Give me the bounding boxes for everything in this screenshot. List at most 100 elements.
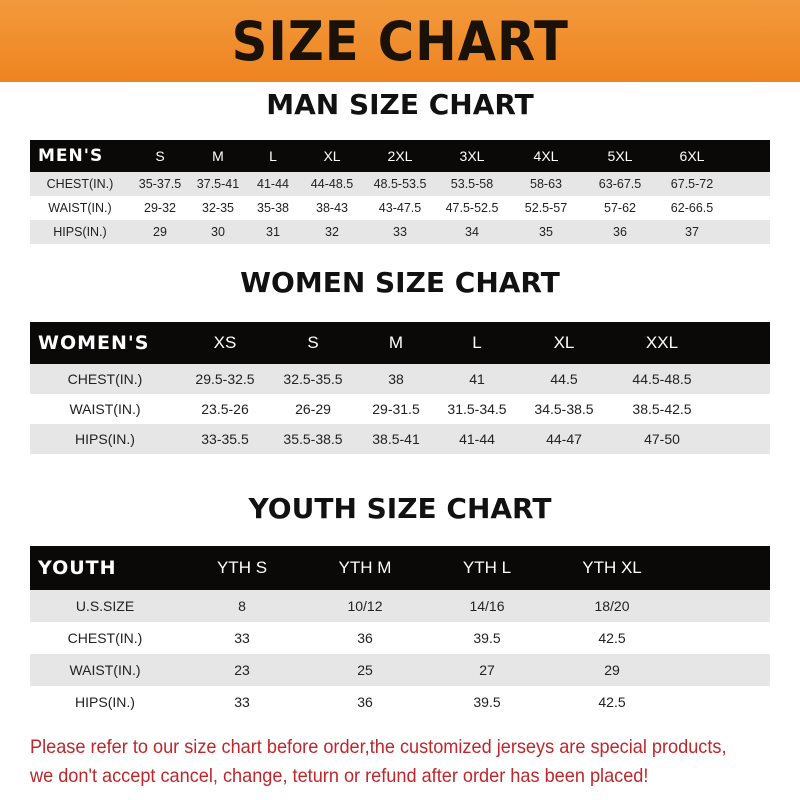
- table-cell: 18/20: [594, 598, 630, 614]
- table-row: WAIST(IN.) 23.5-26 26-29 29-31.5 31.5-34.5 34…: [30, 394, 770, 424]
- notice-line-2: we don't accept cancel, change, teturn o…: [30, 765, 649, 787]
- table-cell: 41: [469, 371, 485, 387]
- header-row: WOMEN'S XS S M L XL XXL: [30, 322, 770, 364]
- table-cell: 34: [465, 225, 479, 239]
- size-header: M: [212, 148, 224, 164]
- row-label: CHEST(IN.): [67, 630, 143, 646]
- table-cell: 32-35: [202, 201, 234, 215]
- youth-chart-title: YOUTH SIZE CHART: [248, 492, 552, 525]
- table-cell: 43-47.5: [378, 201, 422, 215]
- table-cell: 25: [357, 662, 373, 678]
- size-header: YTH S: [216, 558, 268, 577]
- table-row: CHEST(IN.) 33 36 39.5 42.5: [30, 622, 770, 654]
- size-header: YTH XL: [582, 558, 642, 577]
- table-cell: 63-67.5: [598, 177, 642, 191]
- table-cell: 27: [479, 662, 495, 678]
- size-header: 5XL: [607, 148, 633, 164]
- table-corner-label: MEN'S: [38, 146, 104, 166]
- table-cell: 47.5-52.5: [445, 201, 499, 215]
- table-cell: 35: [539, 225, 553, 239]
- row-label: WAIST(IN.): [69, 662, 141, 678]
- size-header: XXL: [645, 333, 679, 352]
- table-cell: 23.5-26: [201, 401, 249, 417]
- table-cell: 58-63: [530, 177, 562, 191]
- size-header: 4XL: [533, 148, 559, 164]
- table-cell: 23: [234, 662, 250, 678]
- row-label: WAIST(IN.): [48, 201, 112, 215]
- table-cell: 48.5-53.5: [373, 177, 427, 191]
- table-cell: 53.5-58: [450, 177, 494, 191]
- table-cell: 29-31.5: [372, 401, 420, 417]
- size-header: S: [307, 333, 319, 352]
- table-cell: 47-50: [644, 431, 680, 447]
- size-header: XS: [213, 333, 237, 352]
- order-notice: Please refer to our size chart before or…: [30, 733, 737, 791]
- row-label: HIPS(IN.): [53, 225, 107, 239]
- table-cell: 52.5-57: [524, 201, 568, 215]
- table-cell: 35-37.5: [138, 177, 182, 191]
- table-cell: 38: [388, 371, 404, 387]
- table-cell: 39.5: [473, 694, 501, 710]
- table-cell: 57-62: [604, 201, 636, 215]
- table-cell: 29.5-32.5: [195, 371, 255, 387]
- table-cell: 33: [234, 630, 250, 646]
- header-row: YOUTH YTH S YTH M YTH L YTH XL: [30, 546, 770, 590]
- size-header: M: [388, 333, 404, 352]
- table-cell: 29: [153, 225, 167, 239]
- table-cell: 31: [266, 225, 280, 239]
- notice-line-1: Please refer to our size chart before or…: [30, 736, 727, 758]
- size-header: XL: [323, 148, 341, 164]
- table-cell: 37: [685, 225, 699, 239]
- table-corner-label: WOMEN'S: [38, 332, 150, 354]
- women-chart-title: WOMEN SIZE CHART: [240, 266, 560, 299]
- table-cell: 37.5-41: [196, 177, 240, 191]
- size-header: L: [472, 333, 482, 352]
- women-size-table: WOMEN'S XS S M L XL XXL CHEST(IN.) 29.5-32.5 32.5…: [30, 322, 770, 454]
- banner: SIZE CHART: [0, 0, 800, 82]
- table-cell: 31.5-34.5: [447, 401, 507, 417]
- table-cell: 33: [393, 225, 407, 239]
- table-cell: 38-43: [316, 201, 348, 215]
- size-header: 3XL: [459, 148, 485, 164]
- header-row: MEN'S S M L XL 2XL 3XL 4XL 5XL 6XL: [30, 140, 770, 172]
- table-row: WAIST(IN.) 29-32 32-35 35-38 38-43 43-47.5 47.…: [30, 196, 770, 220]
- table-cell: 33: [234, 694, 250, 710]
- table-cell: 8: [238, 598, 246, 614]
- table-row: HIPS(IN.) 29 30 31 32 33 34 35 36 37: [30, 220, 770, 244]
- row-label: WAIST(IN.): [69, 401, 141, 417]
- table-corner-label: YOUTH: [38, 557, 117, 579]
- table-cell: 36: [357, 694, 373, 710]
- table-cell: 38.5-41: [372, 431, 420, 447]
- table-cell: 44-47: [546, 431, 582, 447]
- table-cell: 62-66.5: [670, 201, 714, 215]
- size-header: YTH M: [338, 558, 392, 577]
- men-chart-title: MAN SIZE CHART: [266, 88, 534, 121]
- row-label: HIPS(IN.): [75, 694, 135, 710]
- table-cell: 39.5: [473, 630, 501, 646]
- men-size-table: MEN'S S M L XL 2XL 3XL 4XL 5XL 6XL CHEST(IN.) 35-37…: [30, 140, 770, 244]
- table-cell: 41-44: [459, 431, 495, 447]
- table-cell: 44-48.5: [310, 177, 354, 191]
- size-header: 6XL: [679, 148, 705, 164]
- table-row: U.S.SIZE 8 10/12 14/16 18/20: [30, 590, 770, 622]
- row-label: U.S.SIZE: [75, 598, 135, 614]
- table-cell: 34.5-38.5: [534, 401, 594, 417]
- banner-title: SIZE CHART: [231, 9, 569, 73]
- table-cell: 42.5: [598, 630, 626, 646]
- row-label: CHEST(IN.): [46, 177, 114, 191]
- size-header: XL: [553, 333, 575, 352]
- table-cell: 29: [604, 662, 620, 678]
- table-cell: 36: [357, 630, 373, 646]
- youth-size-table: YOUTH YTH S YTH M YTH L YTH XL U.S.SIZE 8 10/12…: [30, 546, 770, 718]
- table-row: CHEST(IN.) 29.5-32.5 32.5-35.5 38 41 44.5 44.5…: [30, 364, 770, 394]
- table-cell: 10/12: [347, 598, 383, 614]
- size-header: YTH L: [462, 558, 512, 577]
- table-cell: 29-32: [144, 201, 176, 215]
- table-row: CHEST(IN.) 35-37.5 37.5-41 41-44 44-48.5 48.5…: [30, 172, 770, 196]
- table-cell: 41-44: [257, 177, 289, 191]
- table-cell: 36: [613, 225, 627, 239]
- table-cell: 33-35.5: [201, 431, 249, 447]
- table-cell: 32: [325, 225, 339, 239]
- table-cell: 44.5: [550, 371, 578, 387]
- table-cell: 35-38: [257, 201, 289, 215]
